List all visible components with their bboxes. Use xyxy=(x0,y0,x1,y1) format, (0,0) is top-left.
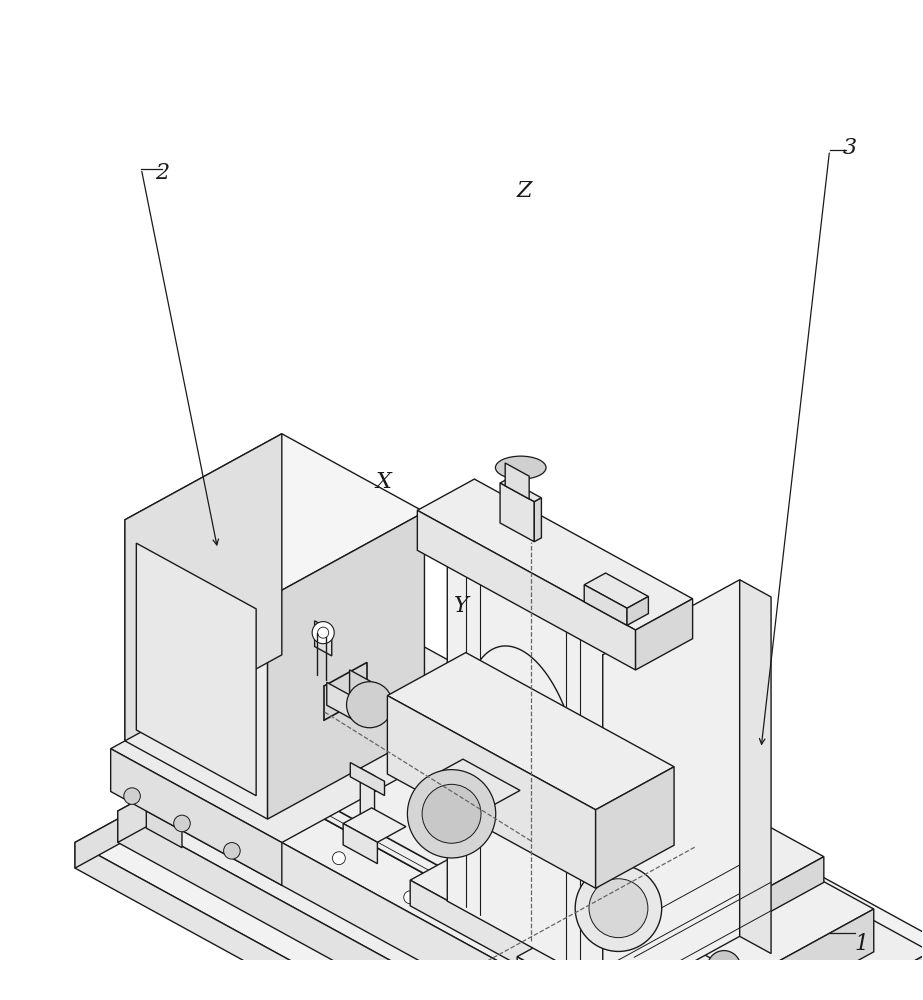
Polygon shape xyxy=(423,759,520,812)
Text: X: X xyxy=(376,471,391,493)
Polygon shape xyxy=(360,768,375,854)
Polygon shape xyxy=(268,512,425,819)
Polygon shape xyxy=(125,434,425,598)
Circle shape xyxy=(572,993,591,1000)
Polygon shape xyxy=(315,621,331,656)
Text: 3: 3 xyxy=(843,137,857,159)
Polygon shape xyxy=(388,653,674,810)
Polygon shape xyxy=(423,781,480,847)
Polygon shape xyxy=(636,599,692,670)
Circle shape xyxy=(575,865,662,951)
Polygon shape xyxy=(517,921,660,1000)
Polygon shape xyxy=(350,670,381,710)
Polygon shape xyxy=(343,808,406,842)
Text: Y: Y xyxy=(454,595,469,617)
Polygon shape xyxy=(343,824,378,864)
Polygon shape xyxy=(147,811,182,848)
Polygon shape xyxy=(595,857,824,1000)
Polygon shape xyxy=(75,655,417,868)
Ellipse shape xyxy=(496,456,546,479)
Polygon shape xyxy=(584,573,648,608)
Circle shape xyxy=(332,852,345,865)
Polygon shape xyxy=(500,483,534,542)
Polygon shape xyxy=(75,842,674,1000)
Polygon shape xyxy=(505,463,529,499)
Polygon shape xyxy=(147,768,639,1000)
Circle shape xyxy=(407,770,496,858)
Polygon shape xyxy=(111,612,532,843)
Polygon shape xyxy=(617,977,653,1000)
Polygon shape xyxy=(137,543,257,796)
Polygon shape xyxy=(611,583,641,991)
Polygon shape xyxy=(653,952,923,1000)
Polygon shape xyxy=(351,763,385,796)
Circle shape xyxy=(346,682,392,728)
Circle shape xyxy=(546,969,559,982)
Circle shape xyxy=(475,930,488,943)
Circle shape xyxy=(403,891,416,904)
Polygon shape xyxy=(327,682,358,722)
Polygon shape xyxy=(147,639,874,1000)
Polygon shape xyxy=(595,964,660,1000)
Polygon shape xyxy=(639,909,874,1000)
Polygon shape xyxy=(603,580,739,1000)
Circle shape xyxy=(190,774,203,786)
Polygon shape xyxy=(739,580,771,954)
Text: 2: 2 xyxy=(155,162,170,184)
Polygon shape xyxy=(75,655,923,1000)
Polygon shape xyxy=(674,983,923,1000)
Polygon shape xyxy=(595,767,674,888)
Polygon shape xyxy=(125,520,268,819)
Polygon shape xyxy=(417,479,692,630)
Polygon shape xyxy=(118,659,923,1000)
Polygon shape xyxy=(517,957,595,1000)
Polygon shape xyxy=(118,811,653,1000)
Circle shape xyxy=(261,813,274,826)
Polygon shape xyxy=(534,498,542,542)
Circle shape xyxy=(422,784,481,843)
Circle shape xyxy=(223,843,240,859)
Circle shape xyxy=(174,815,190,832)
Polygon shape xyxy=(111,749,282,885)
Polygon shape xyxy=(584,585,627,625)
Circle shape xyxy=(707,951,740,984)
Polygon shape xyxy=(603,655,634,1000)
Polygon shape xyxy=(147,639,382,811)
Text: Z: Z xyxy=(516,180,532,202)
Circle shape xyxy=(124,788,140,804)
Polygon shape xyxy=(388,696,595,888)
Polygon shape xyxy=(168,757,197,808)
Polygon shape xyxy=(448,502,611,991)
Polygon shape xyxy=(410,755,824,982)
Circle shape xyxy=(728,977,776,1000)
Circle shape xyxy=(589,879,648,938)
Polygon shape xyxy=(627,596,648,625)
Polygon shape xyxy=(125,434,282,741)
Text: 1: 1 xyxy=(855,933,869,955)
Circle shape xyxy=(318,627,329,638)
Circle shape xyxy=(485,675,502,693)
Polygon shape xyxy=(653,962,717,1000)
Polygon shape xyxy=(500,479,542,502)
Circle shape xyxy=(520,964,538,982)
Polygon shape xyxy=(410,880,595,1000)
Circle shape xyxy=(312,622,334,644)
Polygon shape xyxy=(417,510,636,670)
Polygon shape xyxy=(617,942,717,997)
Polygon shape xyxy=(118,659,396,842)
Circle shape xyxy=(520,987,538,1000)
